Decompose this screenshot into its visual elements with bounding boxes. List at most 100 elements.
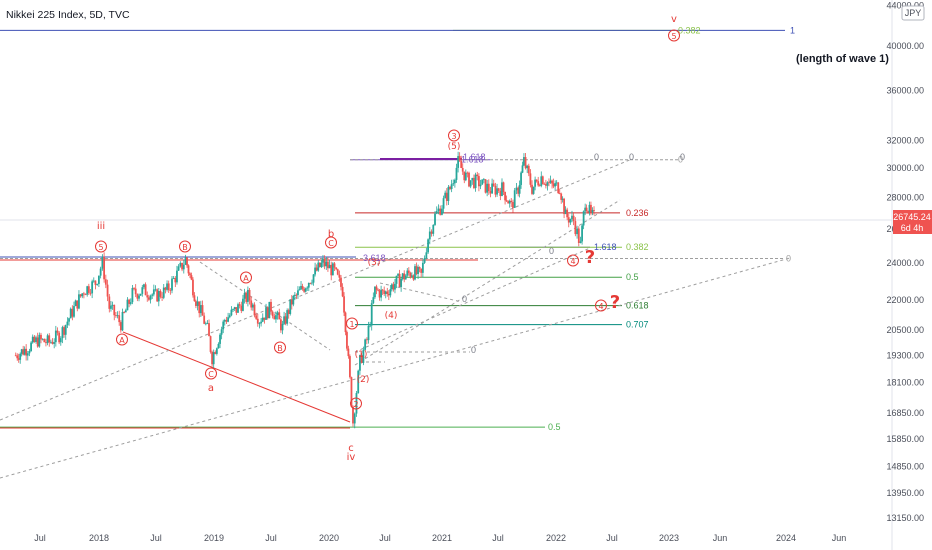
candle-body xyxy=(452,183,455,185)
candle-body xyxy=(64,325,67,335)
currency-badge[interactable] xyxy=(901,5,925,21)
candle-body xyxy=(16,355,19,359)
candle-body xyxy=(331,263,334,276)
wave-label-0: v xyxy=(671,14,677,25)
wave-label-13: a xyxy=(208,383,214,394)
wave-label-circle-11 xyxy=(274,341,286,354)
candle-body xyxy=(208,323,210,337)
candle-body xyxy=(372,297,375,304)
candle-body xyxy=(128,299,130,304)
candle-body xyxy=(386,291,389,294)
candle-body xyxy=(434,213,436,225)
candle-body xyxy=(515,187,518,191)
fib-level-label-5: 1.618 xyxy=(594,242,617,252)
price-tick-15: 13950.00 xyxy=(886,488,924,498)
wave-label-circle-17 xyxy=(350,397,362,410)
candle-body xyxy=(139,293,142,296)
candle-body xyxy=(278,312,281,320)
candle-body xyxy=(232,309,234,310)
candle-body xyxy=(461,167,464,172)
candle-body xyxy=(174,277,177,283)
candle-body xyxy=(19,353,22,360)
candle-body xyxy=(263,317,266,320)
candle-body xyxy=(387,293,390,296)
candle-body xyxy=(295,294,298,296)
candle-body xyxy=(548,182,550,184)
candle-body xyxy=(106,284,109,297)
candle-body xyxy=(228,315,231,318)
price-tick-12: 16850.00 xyxy=(886,408,924,418)
wave-label-22: 4 xyxy=(570,257,575,266)
candle-body xyxy=(537,181,540,186)
wave-label-26: 1.618 xyxy=(463,152,486,162)
candle-body xyxy=(108,296,111,309)
time-tick-2: Jul xyxy=(150,533,162,543)
wave-label-11: B xyxy=(277,344,283,353)
candle-body xyxy=(377,289,379,291)
candle-body xyxy=(549,180,552,183)
candle-body xyxy=(190,275,193,280)
wave-label-29: 0 xyxy=(629,152,634,162)
candle-body xyxy=(152,289,155,295)
candle-body xyxy=(430,231,433,234)
candle-body xyxy=(401,273,404,279)
candle-body xyxy=(591,210,594,213)
candle-body xyxy=(63,327,65,335)
candle-body xyxy=(463,171,466,181)
price-axis[interactable]: 44000.0040000.0036000.0032000.0030000.00… xyxy=(886,1,924,524)
wave-label-4: iii xyxy=(97,221,105,232)
time-axis[interactable]: Jul 2018 Jul 2019 Jul 2020 Jul 2021 Jul 2022 Jul 20… xyxy=(34,533,846,543)
time-tick-5: 2020 xyxy=(319,533,339,543)
candle-body xyxy=(524,157,527,169)
candle-body xyxy=(169,290,172,291)
candle-body xyxy=(265,307,267,320)
candle-body xyxy=(290,299,293,305)
candle-body xyxy=(579,241,582,243)
wave-label-circle-23 xyxy=(595,299,607,312)
price-tick-11: 18100.00 xyxy=(886,378,924,388)
candle-body xyxy=(58,332,61,343)
candle-body xyxy=(247,289,249,302)
candle-body xyxy=(166,283,168,290)
candle-body xyxy=(517,187,520,194)
time-tick-9: 2022 xyxy=(546,533,566,543)
candle-body xyxy=(113,304,116,316)
candle-body xyxy=(220,329,223,335)
candle-body xyxy=(271,311,274,317)
wave-label-30: 0 xyxy=(680,152,685,162)
candle-body xyxy=(26,353,29,356)
wave-label-19: (4) xyxy=(385,311,398,321)
fib-level-label-3: 0 xyxy=(678,155,683,165)
candle-body xyxy=(420,268,423,273)
candle-body xyxy=(414,266,416,280)
price-tick-3: 32000.00 xyxy=(886,136,924,146)
candle-body xyxy=(45,342,47,344)
candle-body xyxy=(46,335,49,344)
candle-body xyxy=(311,282,313,284)
candle-body xyxy=(73,306,75,317)
candle-body xyxy=(344,312,347,333)
candle-body xyxy=(450,184,453,190)
wave-label-20: (1) xyxy=(355,350,368,360)
candle-body xyxy=(187,265,190,274)
candle-body xyxy=(357,370,360,394)
candles-layer xyxy=(14,151,595,429)
wave-label-circle-22 xyxy=(567,254,579,267)
candle-body xyxy=(87,286,90,293)
candle-body xyxy=(328,264,331,269)
time-tick-14: Jun xyxy=(832,533,847,543)
candle-body xyxy=(115,315,117,317)
candle-body xyxy=(457,156,460,168)
candle-body xyxy=(494,185,497,195)
candle-body xyxy=(230,309,233,316)
candle-body xyxy=(543,184,546,185)
candle-body xyxy=(284,316,287,324)
candle-body xyxy=(48,335,51,343)
candle-body xyxy=(447,186,450,201)
candle-body xyxy=(212,352,215,365)
candle-body xyxy=(124,310,127,313)
candle-body xyxy=(538,185,541,187)
candle-body xyxy=(303,288,306,292)
candle-body xyxy=(320,262,323,267)
